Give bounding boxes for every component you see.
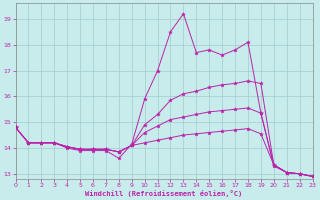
X-axis label: Windchill (Refroidissement éolien,°C): Windchill (Refroidissement éolien,°C) [85, 190, 243, 197]
